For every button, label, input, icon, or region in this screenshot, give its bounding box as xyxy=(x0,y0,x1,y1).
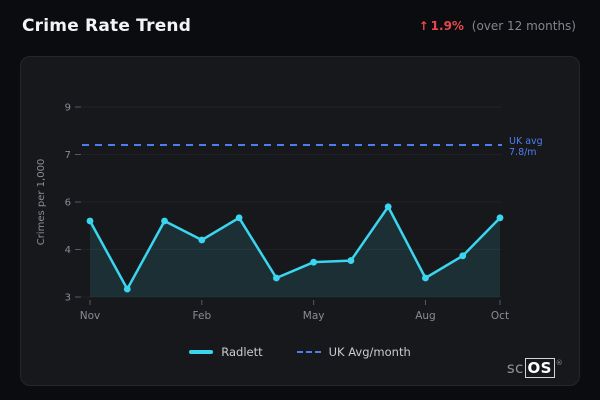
svg-text:Feb: Feb xyxy=(193,310,212,322)
stat-caption: (over 12 months) xyxy=(471,19,576,33)
legend-item-uk-avg[interactable]: UK Avg/month xyxy=(296,345,411,359)
svg-text:Oct: Oct xyxy=(491,310,509,322)
svg-text:6: 6 xyxy=(65,198,71,209)
svg-text:9: 9 xyxy=(65,103,71,114)
crime-trend-chart: 9 7 6 4 3 Nov Feb May Aug Oct Crimes per 1,000 UK a… xyxy=(36,103,543,323)
svg-text:May: May xyxy=(303,310,325,322)
header: Crime Rate Trend ↑ 1.9% (over 12 months) xyxy=(0,0,600,46)
logo-brand: OS xyxy=(524,358,555,378)
legend-label-radlett: Radlett xyxy=(221,345,263,359)
trend-stat: ↑ 1.9% (over 12 months) xyxy=(419,19,576,33)
svg-text:3: 3 xyxy=(65,293,71,304)
svg-text:7.8/m: 7.8/m xyxy=(509,147,537,158)
svg-text:UK avg: UK avg xyxy=(509,136,543,147)
svg-text:7: 7 xyxy=(65,150,71,161)
page-title: Crime Rate Trend xyxy=(22,16,192,36)
chart-legend: Radlett UK Avg/month xyxy=(21,345,579,359)
svg-text:4: 4 xyxy=(65,245,71,256)
stat-value: 1.9% xyxy=(430,19,464,33)
svg-text:Nov: Nov xyxy=(80,310,101,322)
dashed-line-swatch-icon xyxy=(296,351,321,353)
legend-item-radlett[interactable]: Radlett xyxy=(189,345,263,359)
registered-mark: ® xyxy=(555,359,563,367)
legend-label-uk-avg: UK Avg/month xyxy=(328,345,411,359)
scos-logo: sc OS ® xyxy=(506,358,563,378)
svg-text:Aug: Aug xyxy=(415,310,436,322)
up-arrow-icon: ↑ xyxy=(418,19,429,33)
chart-card: 9 7 6 4 3 Nov Feb May Aug Oct Crimes per 1,000 UK a… xyxy=(20,56,580,386)
svg-text:Crimes per 1,000: Crimes per 1,000 xyxy=(36,159,47,246)
logo-prefix: sc xyxy=(506,359,524,377)
line-swatch-icon xyxy=(189,350,214,354)
